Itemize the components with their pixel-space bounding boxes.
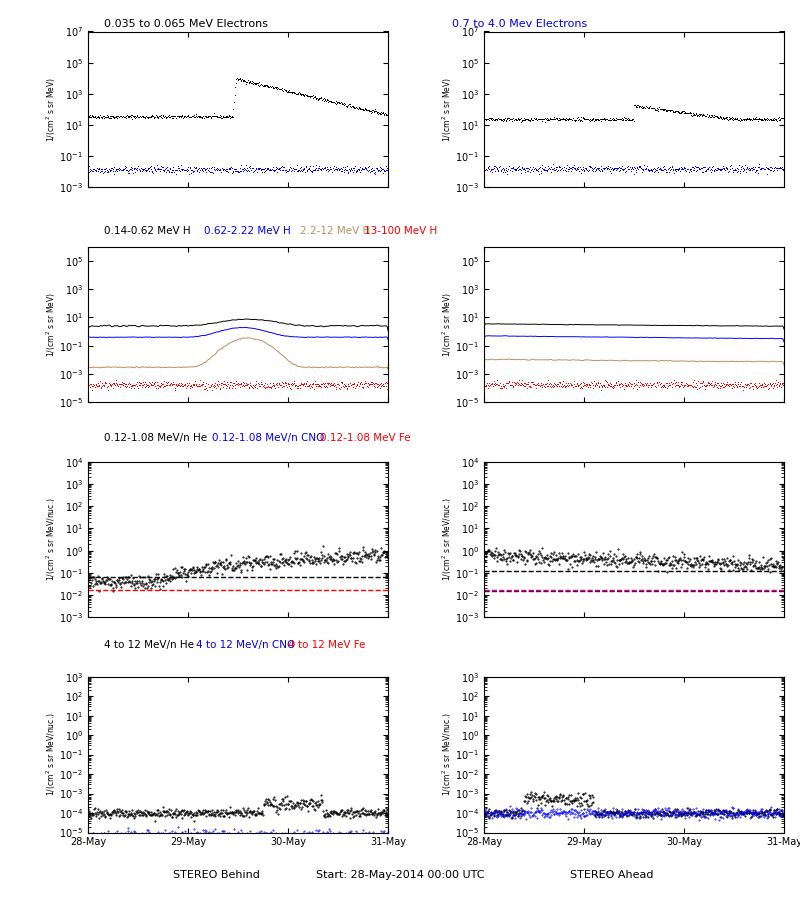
Text: 0.12-1.08 MeV Fe: 0.12-1.08 MeV Fe [320, 433, 410, 443]
Y-axis label: 1/(cm$^2$ s sr MeV/nuc.): 1/(cm$^2$ s sr MeV/nuc.) [44, 498, 58, 581]
Text: 0.12-1.08 MeV/n He: 0.12-1.08 MeV/n He [104, 433, 207, 443]
Text: 13-100 MeV H: 13-100 MeV H [364, 226, 438, 236]
Text: 4 to 12 MeV/n He: 4 to 12 MeV/n He [104, 640, 194, 650]
Text: 4 to 12 MeV Fe: 4 to 12 MeV Fe [288, 640, 366, 650]
Text: 4 to 12 MeV/n CNO: 4 to 12 MeV/n CNO [196, 640, 295, 650]
Text: Start: 28-May-2014 00:00 UTC: Start: 28-May-2014 00:00 UTC [316, 870, 484, 880]
Text: 0.14-0.62 MeV H: 0.14-0.62 MeV H [104, 226, 190, 236]
Y-axis label: 1/(cm$^2$ s sr MeV/nuc.): 1/(cm$^2$ s sr MeV/nuc.) [440, 498, 454, 581]
Y-axis label: 1/(cm$^2$ s sr MeV): 1/(cm$^2$ s sr MeV) [440, 77, 454, 142]
Y-axis label: 1/(cm$^2$ s sr MeV): 1/(cm$^2$ s sr MeV) [440, 292, 454, 357]
Text: STEREO Ahead: STEREO Ahead [570, 870, 654, 880]
Y-axis label: 1/(cm$^2$ s sr MeV): 1/(cm$^2$ s sr MeV) [44, 77, 58, 142]
Y-axis label: 1/(cm$^2$ s sr MeV/nuc.): 1/(cm$^2$ s sr MeV/nuc.) [44, 713, 58, 796]
Text: 0.12-1.08 MeV/n CNO: 0.12-1.08 MeV/n CNO [212, 433, 324, 443]
Text: STEREO Behind: STEREO Behind [173, 870, 259, 880]
Text: 2.2-12 MeV H: 2.2-12 MeV H [300, 226, 370, 236]
Y-axis label: 1/(cm$^2$ s sr MeV/nuc.): 1/(cm$^2$ s sr MeV/nuc.) [440, 713, 454, 796]
Text: 0.035 to 0.065 MeV Electrons: 0.035 to 0.065 MeV Electrons [104, 19, 268, 29]
Text: 0.62-2.22 MeV H: 0.62-2.22 MeV H [204, 226, 290, 236]
Y-axis label: 1/(cm$^2$ s sr MeV): 1/(cm$^2$ s sr MeV) [44, 292, 58, 357]
Text: 0.7 to 4.0 Mev Electrons: 0.7 to 4.0 Mev Electrons [452, 19, 587, 29]
